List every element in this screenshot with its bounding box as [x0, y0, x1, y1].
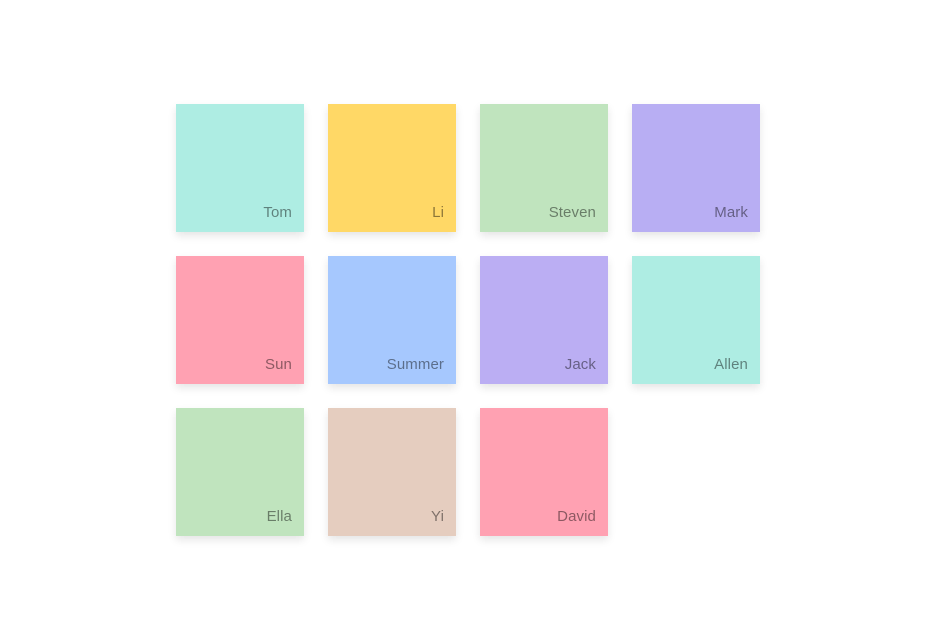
user-tile-label: Jack — [564, 356, 596, 373]
user-tile-mark[interactable]: Mark — [632, 104, 760, 232]
user-tile-allen[interactable]: Allen — [632, 256, 760, 384]
user-tile-label: Ella — [266, 508, 292, 525]
user-tile-yi[interactable]: Yi — [328, 408, 456, 536]
user-tile-label: Steven — [548, 204, 596, 221]
user-tile-steven[interactable]: Steven — [480, 104, 608, 232]
user-tile-li[interactable]: Li — [328, 104, 456, 232]
user-tile-label: Mark — [714, 204, 748, 221]
user-tile-label: Summer — [386, 356, 444, 373]
user-tile-label: David — [557, 508, 596, 525]
user-tile-label: Allen — [714, 356, 748, 373]
user-tile-label: Yi — [431, 508, 444, 525]
user-tile-grid: Tom Li Steven Mark Sun Summer Jack Allen… — [176, 104, 760, 536]
user-tile-ella[interactable]: Ella — [176, 408, 304, 536]
user-tile-jack[interactable]: Jack — [480, 256, 608, 384]
user-tile-label: Tom — [263, 204, 292, 221]
user-tile-sun[interactable]: Sun — [176, 256, 304, 384]
user-tile-tom[interactable]: Tom — [176, 104, 304, 232]
user-tile-david[interactable]: David — [480, 408, 608, 536]
user-tile-label: Li — [432, 204, 444, 221]
user-tile-summer[interactable]: Summer — [328, 256, 456, 384]
user-tile-label: Sun — [265, 356, 292, 373]
